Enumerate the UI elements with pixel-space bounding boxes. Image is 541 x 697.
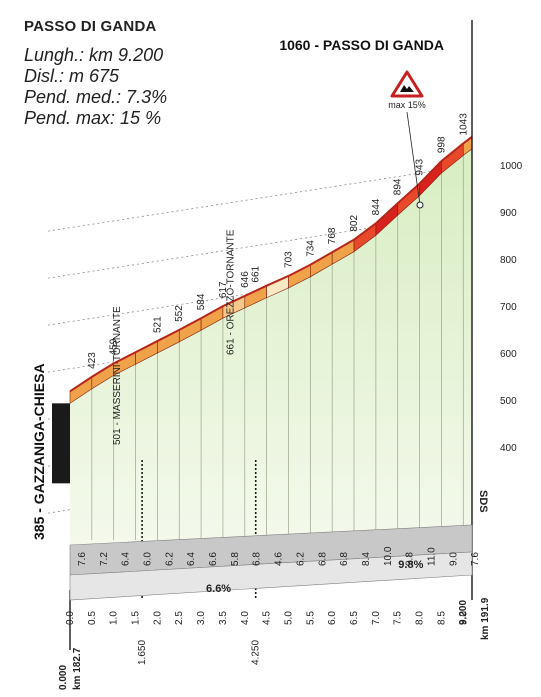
elevation-label: 943: [415, 158, 426, 175]
start-km-label: 0.000: [58, 665, 69, 690]
stat-max-gradient: Pend. max: 15 %: [24, 108, 162, 128]
y-tick-label: 400: [500, 443, 517, 454]
x-tick-label: 2.0: [152, 611, 163, 625]
x-tick-label: 8.0: [415, 611, 426, 625]
x-tick-label: 1.5: [131, 611, 142, 625]
grid-line: [47, 211, 473, 279]
landmark-km: 1.650: [137, 640, 148, 665]
elevation-label: 703: [283, 251, 294, 268]
avg-gradient-label: 9.8%: [398, 559, 423, 571]
x-tick-label: 1.0: [109, 611, 120, 625]
gradient-label: 10.0: [383, 546, 394, 566]
max-gradient-pointer: [406, 111, 421, 206]
x-tick-label: 4.0: [240, 611, 251, 625]
gradient-label: 6.2: [164, 552, 175, 566]
summit-label: 1060 - PASSO DI GANDA: [279, 37, 444, 53]
gradient-label: 9.8: [405, 552, 416, 566]
start-km-race-label: km 182.7: [72, 647, 83, 690]
elevation-label: 998: [436, 136, 447, 153]
gradient-label: 7.6: [470, 552, 481, 566]
x-tick-label: 4.5: [262, 611, 273, 625]
gradient-label: 6.4: [121, 552, 132, 566]
gradient-label: 7.6: [77, 552, 88, 566]
elevation-label: 617: [218, 281, 229, 298]
elevation-label: 734: [305, 240, 316, 257]
gradient-label: 6.8: [339, 552, 350, 566]
elevation-label: 646: [240, 271, 251, 288]
gradient-label: 8.4: [361, 552, 372, 566]
stat-length: Lungh.: km 9.200: [24, 45, 164, 65]
y-tick-label: 700: [500, 302, 517, 313]
max-gradient-warning-icon: [390, 70, 424, 98]
gradient-label: 6.8: [317, 552, 328, 566]
stat-elevation-gain: Disl.: m 675: [24, 66, 120, 86]
elevation-label: 661: [251, 265, 262, 282]
gradient-label: 6.6: [208, 552, 219, 566]
grid-line: [47, 258, 473, 326]
x-tick-label: 7.0: [371, 611, 382, 625]
avg-gradient-label: 6.6%: [206, 583, 231, 595]
elevation-label: 894: [393, 178, 404, 195]
elevation-label: 423: [87, 352, 98, 369]
gradient-label: 6.8: [252, 552, 263, 566]
y-tick-label: 800: [500, 255, 517, 266]
elevation-label: 768: [327, 227, 338, 244]
gradient-label: 9.0: [448, 552, 459, 566]
elevation-label: 552: [174, 305, 185, 322]
max-gradient-label: max 15%: [388, 100, 426, 110]
gradient-label: 6.0: [142, 552, 153, 566]
y-tick-label: 500: [500, 396, 517, 407]
x-tick-label: 8.5: [436, 611, 447, 625]
gradient-label: 4.6: [274, 552, 285, 566]
gradient-label: 6.4: [186, 552, 197, 566]
climb-title: PASSO DI GANDA: [24, 18, 157, 35]
road-top-edge: [69, 136, 473, 393]
x-tick-label: 6.0: [327, 611, 338, 625]
x-tick-label: 7.5: [393, 611, 404, 625]
y-tick-label: 1000: [500, 161, 523, 172]
elevation-label: 584: [196, 293, 207, 310]
climb-info-panel: PASSO DI GANDA Lungh.: km 9.200 Disl.: m…: [24, 18, 167, 129]
avg-band: [69, 551, 473, 601]
start-label: 385 - GAZZANIGA-CHIESA: [31, 363, 47, 540]
finish-marker: SDS: [477, 490, 489, 513]
elevation-label: 521: [152, 316, 163, 333]
x-tick-label: 3.5: [218, 611, 229, 625]
max-gradient-point: [416, 201, 424, 209]
elevation-label: 1043: [458, 113, 469, 136]
elevation-label: 459: [109, 338, 120, 355]
end-km-label: 9.200: [458, 600, 469, 625]
landmark-name: 661 - OREZZO-TORNANTE: [226, 229, 237, 355]
x-tick-label: 0.5: [87, 611, 98, 625]
elevation-label: 802: [349, 215, 360, 232]
y-tick-label: 900: [500, 208, 517, 219]
landmark-name: 501 - MASSERINI-TORNANTE: [112, 306, 123, 445]
x-tick-label: 5.0: [283, 611, 294, 625]
x-tick-label: 6.5: [349, 611, 360, 625]
gradient-label: 5.8: [230, 552, 241, 566]
gradient-label: 7.2: [99, 552, 110, 566]
landmark-km: 4.250: [251, 640, 262, 665]
x-tick-label: 3.0: [196, 611, 207, 625]
x-tick-label: 0.0: [65, 611, 76, 625]
gradient-label: 11.0: [426, 547, 437, 566]
y-tick-label: 600: [500, 349, 517, 360]
x-tick-label: 5.5: [305, 611, 316, 625]
grid-line: [47, 164, 473, 232]
start-block: [52, 403, 70, 484]
elevation-label: 844: [371, 198, 382, 215]
stat-average-gradient: Pend. med.: 7.3%: [24, 87, 168, 107]
mountain-glyph-icon: [400, 85, 414, 92]
x-tick-label: 9.0: [458, 611, 469, 625]
end-km-race-label: km 191.9: [480, 597, 491, 640]
gradient-label: 6.2: [295, 552, 306, 566]
x-tick-label: 2.5: [174, 611, 185, 625]
